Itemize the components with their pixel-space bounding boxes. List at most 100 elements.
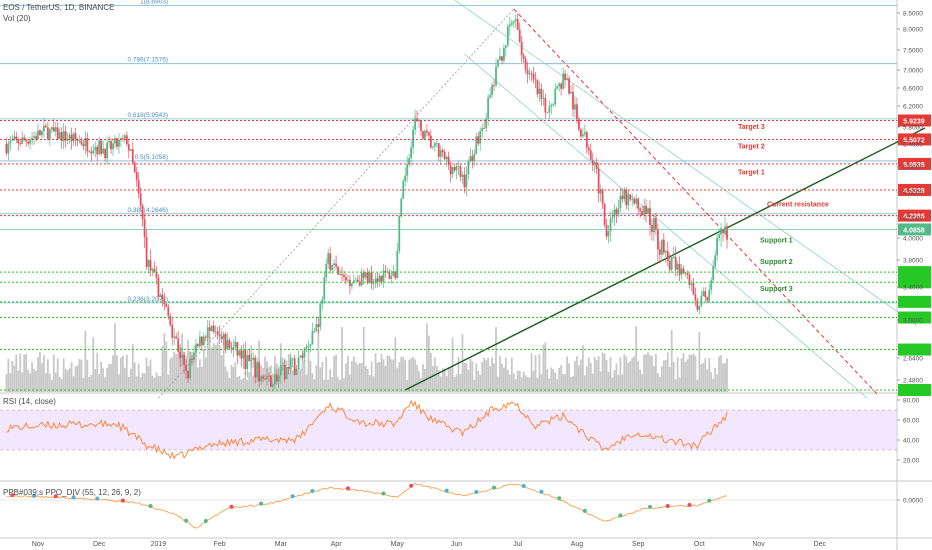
candle-body[interactable] [384,270,387,273]
candle-body[interactable] [479,130,482,144]
candle-body[interactable] [270,375,272,387]
candle-body[interactable] [655,218,657,230]
candle-body[interactable] [481,128,484,131]
candle-body[interactable] [578,119,580,130]
candle-body[interactable] [256,362,259,378]
candle-body[interactable] [173,336,176,338]
candle-body[interactable] [455,166,458,171]
candle-body[interactable] [510,22,513,25]
candle-body[interactable] [258,362,261,382]
candle-body[interactable] [252,357,255,361]
candle-body[interactable] [720,229,722,235]
candle-body[interactable] [208,327,211,331]
candle-body[interactable] [388,271,391,279]
candle-body[interactable] [386,271,389,273]
candle-body[interactable] [493,85,495,86]
candle-body[interactable] [712,266,715,281]
candle-body[interactable] [658,249,661,255]
candle-body[interactable] [656,229,659,250]
candle-body[interactable] [696,300,699,310]
candle-body[interactable] [360,272,363,286]
candle-body[interactable] [319,303,322,328]
candle-body[interactable] [5,144,8,154]
candle-body[interactable] [281,364,284,366]
candle-body[interactable] [641,211,643,216]
candle-body[interactable] [682,268,685,274]
candle-body[interactable] [643,205,645,216]
candle-body[interactable] [609,218,612,232]
candle-body[interactable] [579,129,582,137]
candle-body[interactable] [613,209,616,217]
candle-body[interactable] [453,167,456,171]
candle-body[interactable] [670,257,673,270]
candle-body[interactable] [283,364,286,380]
candle-body[interactable] [485,118,488,129]
candle-body[interactable] [714,255,717,267]
candle-body[interactable] [585,132,588,148]
candle-body[interactable] [106,142,108,159]
candle-body[interactable] [293,358,296,375]
candle-body[interactable] [506,26,509,46]
candle-body[interactable] [676,264,679,270]
candle-body[interactable] [424,130,426,139]
candle-body[interactable] [568,78,570,94]
candle-body[interactable] [447,156,450,165]
candle-body[interactable] [135,172,138,181]
candle-body[interactable] [593,162,596,165]
candle-body[interactable] [518,29,521,42]
candle-body[interactable] [459,166,462,177]
candle-body[interactable] [248,354,251,361]
candle-body[interactable] [163,300,166,305]
candle-body[interactable] [534,79,537,81]
candle-body[interactable] [390,276,393,279]
candle-body[interactable] [44,125,47,128]
candle-body[interactable] [74,133,77,139]
candle-body[interactable] [556,86,559,89]
candle-body[interactable] [68,134,71,139]
candle-body[interactable] [127,144,130,151]
candle-body[interactable] [666,251,669,261]
candle-body[interactable] [550,104,553,107]
candle-body[interactable] [218,334,221,337]
candle-body[interactable] [354,279,357,281]
candle-body[interactable] [366,272,369,283]
candle-body[interactable] [433,143,436,147]
candle-body[interactable] [449,164,452,175]
candle-body[interactable] [483,128,486,129]
candle-body[interactable] [647,208,649,214]
candle-body[interactable] [230,347,233,349]
candle-body[interactable] [175,336,178,339]
candle-body[interactable] [532,73,535,80]
candle-body[interactable] [700,296,703,306]
candle-body[interactable] [558,83,561,87]
candle-body[interactable] [329,253,332,271]
candle-body[interactable] [702,291,705,297]
candle-body[interactable] [368,272,371,283]
candle-body[interactable] [303,348,306,358]
candle-body[interactable] [277,375,280,382]
candle-body[interactable] [94,146,97,151]
candle-body[interactable] [274,374,276,385]
candle-body[interactable] [708,289,711,301]
candle-body[interactable] [21,137,24,144]
candle-body[interactable] [137,180,140,194]
candle-body[interactable] [439,150,442,157]
candle-body[interactable] [716,237,719,256]
candle-body[interactable] [287,367,290,369]
candle-body[interactable] [497,60,499,67]
candle-body[interactable] [461,174,464,177]
candle-body[interactable] [540,88,543,99]
candle-body[interactable] [56,127,59,139]
candle-body[interactable] [41,131,43,136]
candle-body[interactable] [530,73,533,75]
candle-body[interactable] [422,131,424,139]
candle-body[interactable] [139,193,142,206]
candle-body[interactable] [96,146,99,155]
candle-body[interactable] [603,203,606,225]
candle-body[interactable] [171,324,174,338]
candle-body[interactable] [147,260,150,267]
candle-body[interactable] [165,304,168,308]
candle-body[interactable] [204,336,207,338]
candle-body[interactable] [9,140,12,144]
